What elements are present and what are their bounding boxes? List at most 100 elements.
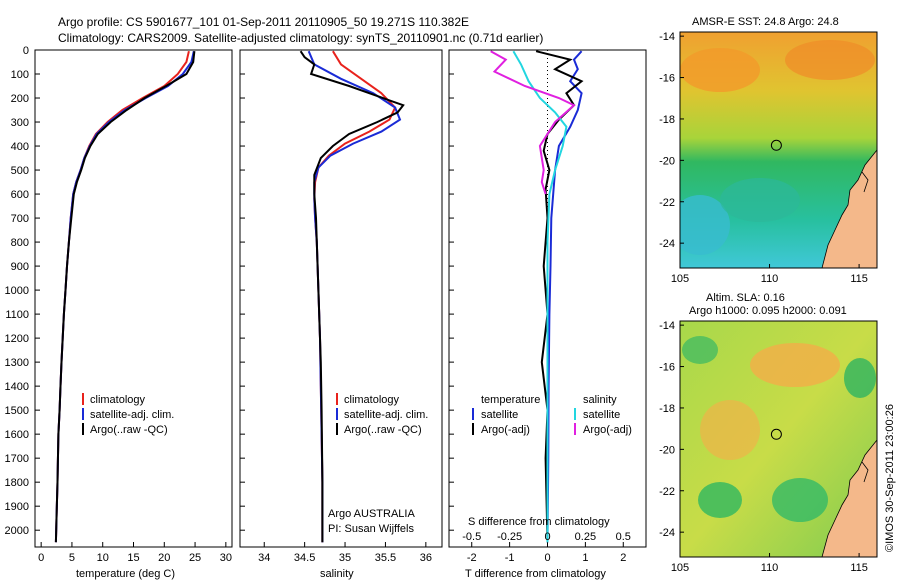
- depth-tick-label: 1700: [5, 453, 29, 465]
- s-tick-label: 0.5: [616, 531, 631, 543]
- argo-float-marker: [770, 139, 782, 151]
- lat-tick-label: -24: [659, 238, 675, 250]
- lon-tick-label: 115: [850, 273, 868, 285]
- lat-tick-label: -18: [659, 403, 675, 415]
- difference-x-axis: -2 -1 0 1 2: [467, 542, 626, 564]
- figure-title-line2: Climatology: CARS2009. Satellite-adjuste…: [58, 31, 543, 45]
- legend-title-salinity: salinity: [583, 394, 617, 406]
- lat-tick-label: -22: [659, 486, 675, 498]
- series-line-argo-raw-qc: [54, 51, 196, 543]
- legend-label-climatology: climatology: [90, 394, 146, 406]
- x-tick-label: -2: [467, 552, 477, 564]
- depth-tick-label: 600: [11, 189, 29, 201]
- sst-map-title: AMSR-E SST: 24.8 Argo: 24.8: [692, 16, 839, 28]
- salinity-x-axis: 34 34.5 35 35.5 36: [258, 542, 432, 564]
- lat-tick-label: -20: [659, 444, 675, 456]
- lon-tick-label: 105: [671, 273, 689, 285]
- sla-map-frame: [679, 320, 878, 558]
- sla-map-panel: Altim. SLA: 0.16 Argo h1000: 0.095 h2000…: [659, 292, 878, 574]
- sst-map-frame: [679, 31, 878, 269]
- coastline: [861, 461, 869, 483]
- legend-label-climatology: climatology: [344, 394, 400, 406]
- legend-label-satellite: satellite-adj. clim.: [344, 409, 428, 421]
- x-tick-label: 2: [620, 552, 626, 564]
- lat-tick-label: -22: [659, 197, 675, 209]
- depth-tick-label: 1900: [5, 501, 29, 513]
- low-anomaly: [844, 358, 876, 398]
- depth-tick-label: 100: [11, 69, 29, 81]
- legend-title-temperature: temperature: [481, 394, 540, 406]
- x-tick-label: -1: [505, 552, 515, 564]
- x-tick-label: 34: [258, 552, 270, 564]
- legend-label-temp-argo: Argo(-adj): [481, 424, 530, 436]
- difference-legend: temperature salinity satellite Argo(-adj…: [472, 394, 632, 436]
- temperature-legend: climatology satellite-adj. clim. Argo(..…: [82, 393, 174, 436]
- legend-label-sal-satellite: satellite: [583, 409, 620, 421]
- legend-label-argo: Argo(..raw -QC): [90, 424, 168, 436]
- temperature-series: [54, 50, 196, 543]
- x-tick-label: 1: [582, 552, 588, 564]
- legend-label-temp-satellite: satellite: [481, 409, 518, 421]
- temperature-xlabel: temperature (deg C): [76, 568, 175, 580]
- depth-tick-label: 700: [11, 213, 29, 225]
- sla-map-title: Altim. SLA: 0.16: [706, 292, 785, 304]
- depth-tick-label: 200: [11, 93, 29, 105]
- low-anomaly: [698, 482, 742, 518]
- cool-patch: [680, 195, 730, 255]
- x-tick-label: 34.5: [294, 552, 315, 564]
- high-anomaly: [750, 343, 840, 387]
- lat-tick-label: -14: [659, 31, 675, 43]
- s-tick-label: -0.25: [497, 531, 522, 543]
- temperature-panel: 0100200300400500600700800900100011001200…: [5, 45, 233, 580]
- depth-tick-label: 1400: [5, 381, 29, 393]
- series-line-argo-raw-qc: [299, 50, 405, 543]
- land-mass: [821, 149, 877, 268]
- lon-tick-label: 105: [671, 562, 689, 574]
- series-line-salinity-satellite: [512, 50, 568, 543]
- lat-tick-label: -18: [659, 114, 675, 126]
- depth-tick-label: 1000: [5, 285, 29, 297]
- lat-tick-label: -24: [659, 527, 675, 539]
- t-difference-label: T difference from climatology: [465, 568, 606, 580]
- s-tick-label: -0.5: [462, 531, 481, 543]
- warm-patch: [680, 48, 760, 92]
- coastline: [861, 171, 869, 193]
- s-tick-label: 0.25: [575, 531, 596, 543]
- lon-tick-label: 110: [761, 562, 779, 574]
- argo-float-marker: [770, 428, 782, 440]
- imos-credit: ©IMOS 30-Sep-2011 23:00:26: [884, 404, 896, 552]
- x-tick-label: 30: [220, 552, 232, 564]
- lon-tick-label: 115: [850, 562, 868, 574]
- depth-tick-label: 1800: [5, 477, 29, 489]
- land-mass: [821, 439, 877, 557]
- salinity-xlabel: salinity: [320, 568, 354, 580]
- temperature-axes-frame: [34, 49, 233, 548]
- cool-patch: [720, 178, 800, 222]
- argo-program-label: Argo AUSTRALIA: [328, 508, 415, 520]
- lat-tick-label: -16: [659, 362, 675, 374]
- depth-tick-label: 2000: [5, 525, 29, 537]
- sst-map-panel: AMSR-E SST: 24.8 Argo: 24.8 -14 -16 -18 -20…: [659, 16, 878, 285]
- depth-tick-label: 1200: [5, 333, 29, 345]
- difference-y-ticks: [449, 49, 454, 531]
- s-difference-ticks: -0.5 -0.25 0 0.25 0.5: [462, 531, 631, 543]
- salinity-series: [299, 50, 405, 543]
- sla-map-axes: -14 -16 -18 -20 -22 -24 105 110 115: [659, 320, 868, 574]
- lat-tick-label: -16: [659, 73, 675, 85]
- figure-title-line1: Argo profile: CS 5901677_101 01-Sep-2011…: [58, 15, 469, 29]
- salinity-panel: 34 34.5 35 35.5 36 salinity climatology sate…: [239, 49, 443, 580]
- argo-pi-label: PI: Susan Wijffels: [328, 523, 414, 535]
- x-tick-label: 35.5: [375, 552, 396, 564]
- difference-panel: -2 -1 0 1 2 S difference from climatology -0…: [448, 49, 647, 580]
- x-tick-label: 15: [127, 552, 139, 564]
- series-line-temperature-satellite: [546, 50, 583, 543]
- depth-tick-label: 1500: [5, 405, 29, 417]
- sst-map-axes: -14 -16 -18 -20 -22 -24 105 110 115: [659, 31, 868, 285]
- salinity-axes-frame: [239, 49, 443, 548]
- lat-tick-label: -20: [659, 155, 675, 167]
- lon-tick-label: 110: [761, 273, 779, 285]
- x-tick-label: 20: [158, 552, 170, 564]
- series-line-temperature-argo-adj: [535, 50, 584, 543]
- legend-label-satellite: satellite-adj. clim.: [90, 409, 174, 421]
